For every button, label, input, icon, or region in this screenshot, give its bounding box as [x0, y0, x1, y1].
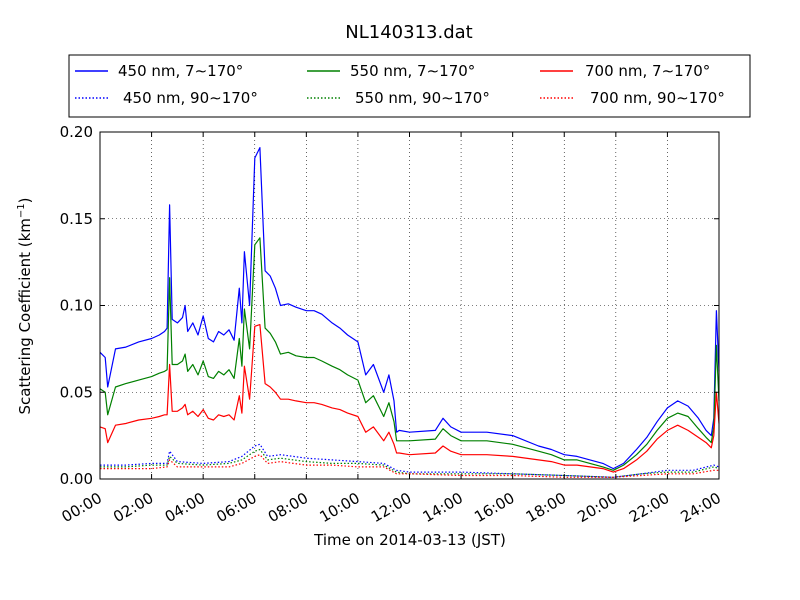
y-tick-label: 0.05 — [60, 383, 93, 401]
series-line-4 — [100, 443, 720, 478]
legend-label-2: 550 nm, 7∼170° — [350, 62, 475, 80]
x-tick-label: 24:00 — [678, 489, 724, 526]
y-axis-label: Scattering Coefficient (km−1) — [16, 197, 34, 414]
series-line-1 — [99, 147, 720, 470]
x-tick-label: 18:00 — [523, 489, 569, 526]
legend: 450 nm, 7∼170° 550 nm, 7∼170° 700 nm, 7∼17… — [68, 54, 751, 118]
ticks: 00:00 02:00 04:00 06:00 08:00 10:00 12:00 14:00… — [59, 123, 724, 526]
series-line-2 — [99, 237, 720, 471]
y-tick-label: 0.20 — [60, 123, 93, 141]
y-tick-label: 0.15 — [60, 210, 93, 228]
legend-label-1: 450 nm, 7∼170° — [118, 62, 243, 80]
x-tick-label: 12:00 — [368, 489, 414, 526]
x-tick-label: 14:00 — [420, 489, 466, 526]
grid — [100, 132, 719, 479]
series-line-6 — [100, 454, 719, 478]
x-tick-label: 00:00 — [59, 489, 105, 526]
x-tick-label: 22:00 — [626, 489, 672, 526]
x-axis-label: Time on 2014-03-13 (JST) — [313, 531, 506, 549]
x-tick-label: 06:00 — [213, 489, 259, 526]
x-tick-label: 10:00 — [316, 489, 362, 526]
legend-label-3: 700 nm, 7∼170° — [585, 62, 710, 80]
x-tick-label: 02:00 — [110, 489, 156, 526]
x-tick-label: 20:00 — [574, 489, 620, 526]
y-axis-label-exponent: −1 — [16, 203, 27, 218]
legend-label-5: 550 nm, 90∼170° — [355, 89, 490, 107]
y-tick-label: 0.00 — [60, 470, 93, 488]
series-layer — [99, 147, 720, 478]
legend-label-6: 700 nm, 90∼170° — [590, 89, 725, 107]
x-tick-label: 08:00 — [265, 489, 311, 526]
legend-box — [68, 54, 751, 118]
x-tick-label: 16:00 — [471, 489, 517, 526]
y-axis-label-close: ) — [16, 197, 34, 203]
y-tick-label: 0.10 — [60, 297, 93, 315]
series-line-3 — [99, 324, 720, 473]
legend-label-4: 450 nm, 90∼170° — [123, 89, 258, 107]
y-axis-label-text: Scattering Coefficient (km — [16, 218, 34, 414]
chart-title: NL140313.dat — [345, 22, 472, 43]
x-tick-label: 04:00 — [162, 489, 208, 526]
